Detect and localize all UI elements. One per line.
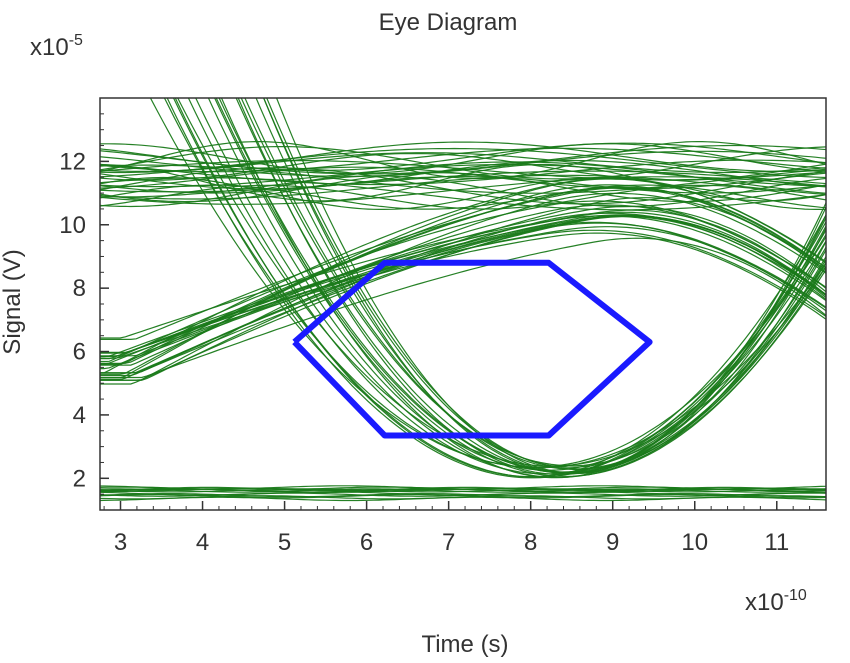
eye-trace-high: [100, 159, 826, 190]
chart-title: Eye Diagram: [379, 9, 518, 36]
eye-trace-rising: [100, 215, 826, 339]
eye-trace-falling: [266, 98, 826, 470]
eye-trace-high: [100, 147, 826, 173]
eye-trace-rising: [100, 237, 826, 379]
eye-trace-high: [100, 170, 826, 193]
eye-trace-falling: [163, 98, 826, 468]
eye-trace-high: [100, 174, 826, 200]
eye-mask: [292, 259, 653, 439]
eye-trace-falling: [207, 98, 826, 471]
eye-trace-low: [100, 493, 826, 498]
eye-trace-high: [100, 152, 826, 181]
x-axis-label: Time (s): [421, 631, 508, 658]
eye-trace-high: [100, 144, 826, 175]
x-tick-label: 3: [114, 529, 127, 556]
eye-trace-rising: [100, 204, 826, 366]
eye-trace-high: [100, 184, 826, 210]
eye-trace-high: [100, 175, 826, 194]
x-tick-label: 5: [278, 529, 291, 556]
x-tick-label: 4: [196, 529, 209, 556]
y-tick-label: 2: [73, 465, 86, 492]
x-tick-label: 10: [681, 529, 708, 556]
eye-trace-low: [100, 488, 826, 493]
y-tick-label: 8: [73, 275, 86, 302]
eye-trace-rising: [100, 197, 826, 374]
x-tick-label: 7: [442, 529, 455, 556]
eye-trace-low: [100, 496, 826, 502]
x-multiplier-exp: -10: [784, 587, 807, 604]
eye-trace-low: [100, 486, 826, 492]
eye-trace-high: [100, 161, 826, 198]
eye-trace-high: [100, 141, 826, 172]
eye-trace-high: [100, 176, 826, 205]
y-multiplier-base: x10: [30, 34, 69, 61]
eye-mask-outline: [292, 259, 653, 439]
eye-trace-high: [100, 159, 826, 186]
eye-trace-rising: [100, 192, 826, 381]
x-tick-label: 11: [764, 529, 789, 556]
y-axis-label: Signal (V): [0, 249, 26, 354]
eye-trace-falling: [214, 98, 826, 477]
eye-trace-rising: [100, 232, 826, 359]
eye-trace-falling: [149, 98, 826, 469]
x-multiplier-base: x10: [745, 589, 784, 616]
eye-trace-falling: [177, 98, 826, 467]
eye-trace-high: [100, 143, 826, 175]
y-multiplier-exp: -5: [69, 32, 83, 49]
eye-trace-low: [100, 488, 826, 493]
y-tick-label: 6: [73, 339, 86, 366]
eye-trace-high: [100, 163, 826, 202]
y-tick-label: 10: [59, 212, 86, 239]
eye-trace-low: [100, 492, 826, 497]
y-tick-label: 12: [59, 148, 86, 175]
eye-trace-high: [100, 141, 826, 180]
x-multiplier-label: x10-10: [745, 587, 807, 616]
y-multiplier-label: x10-5: [30, 32, 83, 61]
eye-trace-falling: [263, 98, 826, 468]
eye-trace-falling: [263, 98, 826, 474]
eye-trace-rising: [100, 200, 826, 363]
eye-trace-falling: [195, 98, 826, 478]
plot-axes: 3 4 5 6 7 8 9 10 11 2 4 6 8 10 12: [59, 97, 827, 556]
y-tick-label: 4: [73, 402, 86, 429]
eye-trace-falling: [215, 98, 826, 473]
eye-traces: [100, 98, 826, 502]
eye-trace-falling: [218, 98, 826, 474]
eye-trace-rising: [100, 209, 826, 358]
eye-trace-rising: [100, 205, 826, 365]
eye-trace-rising: [100, 211, 826, 358]
x-tick-label: 9: [606, 529, 619, 556]
eye-trace-falling: [275, 98, 826, 474]
x-tick-label: 8: [524, 529, 537, 556]
eye-trace-high: [100, 147, 826, 179]
eye-trace-high: [100, 176, 826, 210]
eye-trace-falling: [240, 98, 826, 467]
x-tick-label: 6: [360, 529, 373, 556]
